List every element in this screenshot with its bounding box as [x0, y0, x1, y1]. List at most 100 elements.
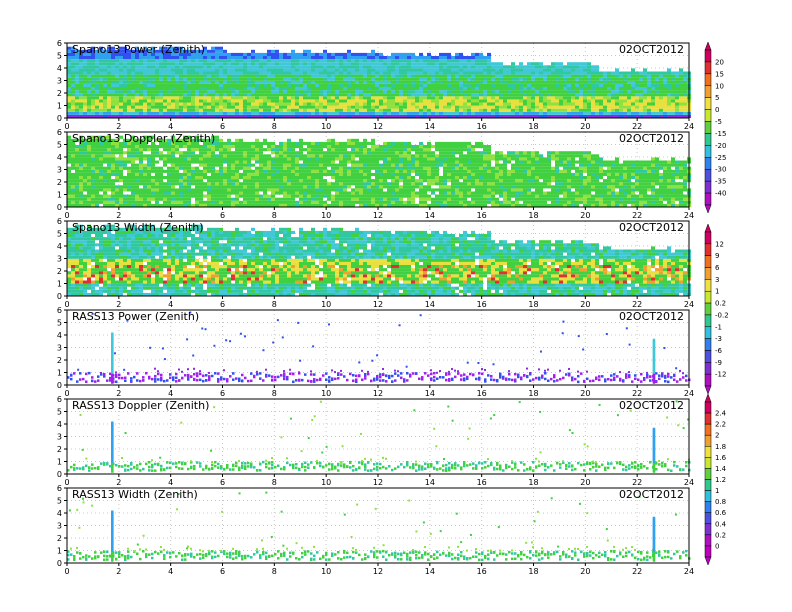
data-cell	[419, 84, 423, 87]
data-cell	[327, 103, 331, 106]
data-cell	[75, 201, 79, 204]
data-cell	[251, 179, 255, 182]
data-cell	[651, 84, 655, 87]
data-cell	[291, 53, 295, 56]
data-cell	[459, 109, 463, 112]
data-cell	[267, 179, 271, 182]
data-cell	[595, 75, 599, 78]
data-cell	[623, 72, 627, 75]
data-cell	[379, 103, 383, 106]
x-tick-label: 2	[116, 122, 121, 131]
data-cell	[635, 81, 639, 84]
data-cell	[95, 78, 99, 81]
data-cell	[235, 109, 239, 112]
data-cell	[311, 99, 315, 102]
data-cell	[371, 72, 375, 75]
data-cell	[159, 170, 163, 173]
data-cell	[171, 182, 175, 185]
data-cell	[139, 192, 143, 195]
data-cell	[567, 68, 571, 71]
data-cell	[179, 112, 183, 115]
data-cell	[399, 78, 403, 81]
data-cell	[223, 142, 227, 145]
data-cell	[335, 145, 339, 148]
data-cell	[139, 148, 143, 151]
data-cell	[67, 68, 71, 71]
data-cell	[399, 185, 403, 188]
data-cell	[247, 182, 251, 185]
data-cell	[355, 161, 359, 164]
data-cell	[607, 96, 611, 99]
data-cell	[663, 106, 667, 109]
data-cell	[99, 188, 103, 191]
data-cell	[643, 75, 647, 78]
data-cell	[407, 142, 411, 145]
data-cell	[135, 179, 139, 182]
data-cell	[299, 81, 303, 84]
data-cell	[207, 151, 211, 154]
data-cell	[243, 167, 247, 170]
data-cell	[379, 93, 383, 96]
data-cell	[347, 90, 351, 93]
data-cell	[455, 112, 459, 115]
data-cell	[223, 72, 227, 75]
data-cell	[559, 81, 563, 84]
data-cell	[75, 78, 79, 81]
data-cell	[447, 78, 451, 81]
data-cell	[439, 112, 443, 115]
data-cell	[379, 195, 383, 198]
data-cell	[367, 62, 371, 65]
data-cell	[303, 192, 307, 195]
data-cell	[583, 75, 587, 78]
data-cell	[71, 75, 75, 78]
data-cell	[231, 188, 235, 191]
data-cell	[663, 75, 667, 78]
data-cell	[267, 109, 271, 112]
data-cell	[383, 198, 387, 201]
data-cell	[115, 188, 119, 191]
data-cell	[539, 90, 543, 93]
data-cell	[575, 72, 579, 75]
data-cell	[495, 75, 499, 78]
data-cell	[183, 62, 187, 65]
data-cell	[659, 109, 663, 112]
data-cell	[671, 78, 675, 81]
data-cell	[123, 81, 127, 84]
data-cell	[591, 106, 595, 109]
data-cell	[399, 53, 403, 56]
data-cell	[139, 145, 143, 148]
data-cell	[147, 96, 151, 99]
data-cell	[335, 154, 339, 157]
data-cell	[403, 148, 407, 151]
data-cell	[271, 106, 275, 109]
data-cell	[79, 195, 83, 198]
data-cell	[587, 68, 591, 71]
data-cell	[175, 78, 179, 81]
data-cell	[159, 167, 163, 170]
data-cell	[551, 62, 555, 65]
data-cell	[463, 68, 467, 71]
data-cell	[159, 195, 163, 198]
data-cell	[199, 93, 203, 96]
data-cell	[515, 65, 519, 68]
data-cell	[143, 157, 147, 160]
data-cell	[271, 195, 275, 198]
data-cell	[543, 72, 547, 75]
data-cell	[351, 96, 355, 99]
data-cell	[415, 151, 419, 154]
data-cell	[367, 176, 371, 179]
data-cell	[187, 103, 191, 106]
data-cell	[147, 112, 151, 115]
data-cell	[95, 99, 99, 102]
data-cell	[183, 179, 187, 182]
data-cell	[183, 96, 187, 99]
data-cell	[219, 81, 223, 84]
data-cell	[547, 68, 551, 71]
data-cell	[255, 62, 259, 65]
data-cell	[99, 93, 103, 96]
data-cell	[115, 84, 119, 87]
data-cell	[119, 167, 123, 170]
data-cell	[375, 182, 379, 185]
data-cell	[271, 188, 275, 191]
data-cell	[423, 84, 427, 87]
